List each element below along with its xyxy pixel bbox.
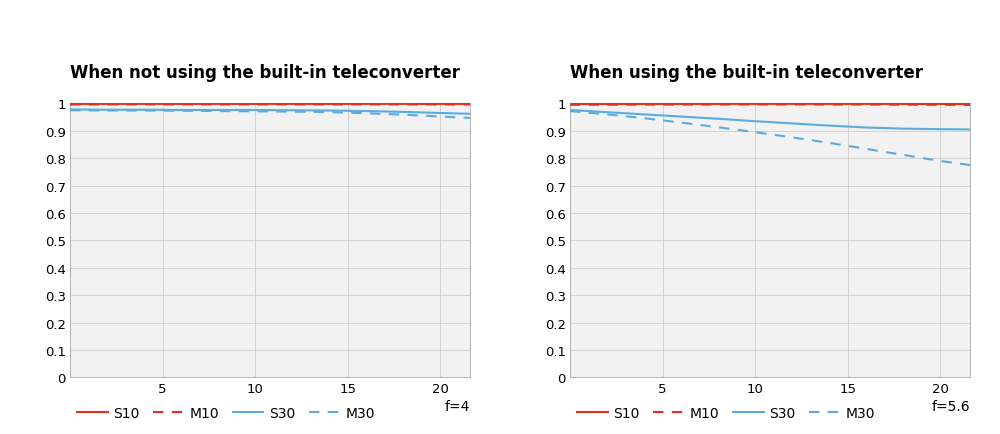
Text: When not using the built-in teleconverter: When not using the built-in teleconverte…	[70, 64, 460, 82]
Legend: S10, M10, S30, M30: S10, M10, S30, M30	[77, 406, 375, 421]
Text: When using the built-in teleconverter: When using the built-in teleconverter	[570, 64, 923, 82]
Text: f=5.6: f=5.6	[931, 399, 970, 414]
Legend: S10, M10, S30, M30: S10, M10, S30, M30	[577, 406, 875, 421]
Text: f=4: f=4	[445, 399, 470, 414]
